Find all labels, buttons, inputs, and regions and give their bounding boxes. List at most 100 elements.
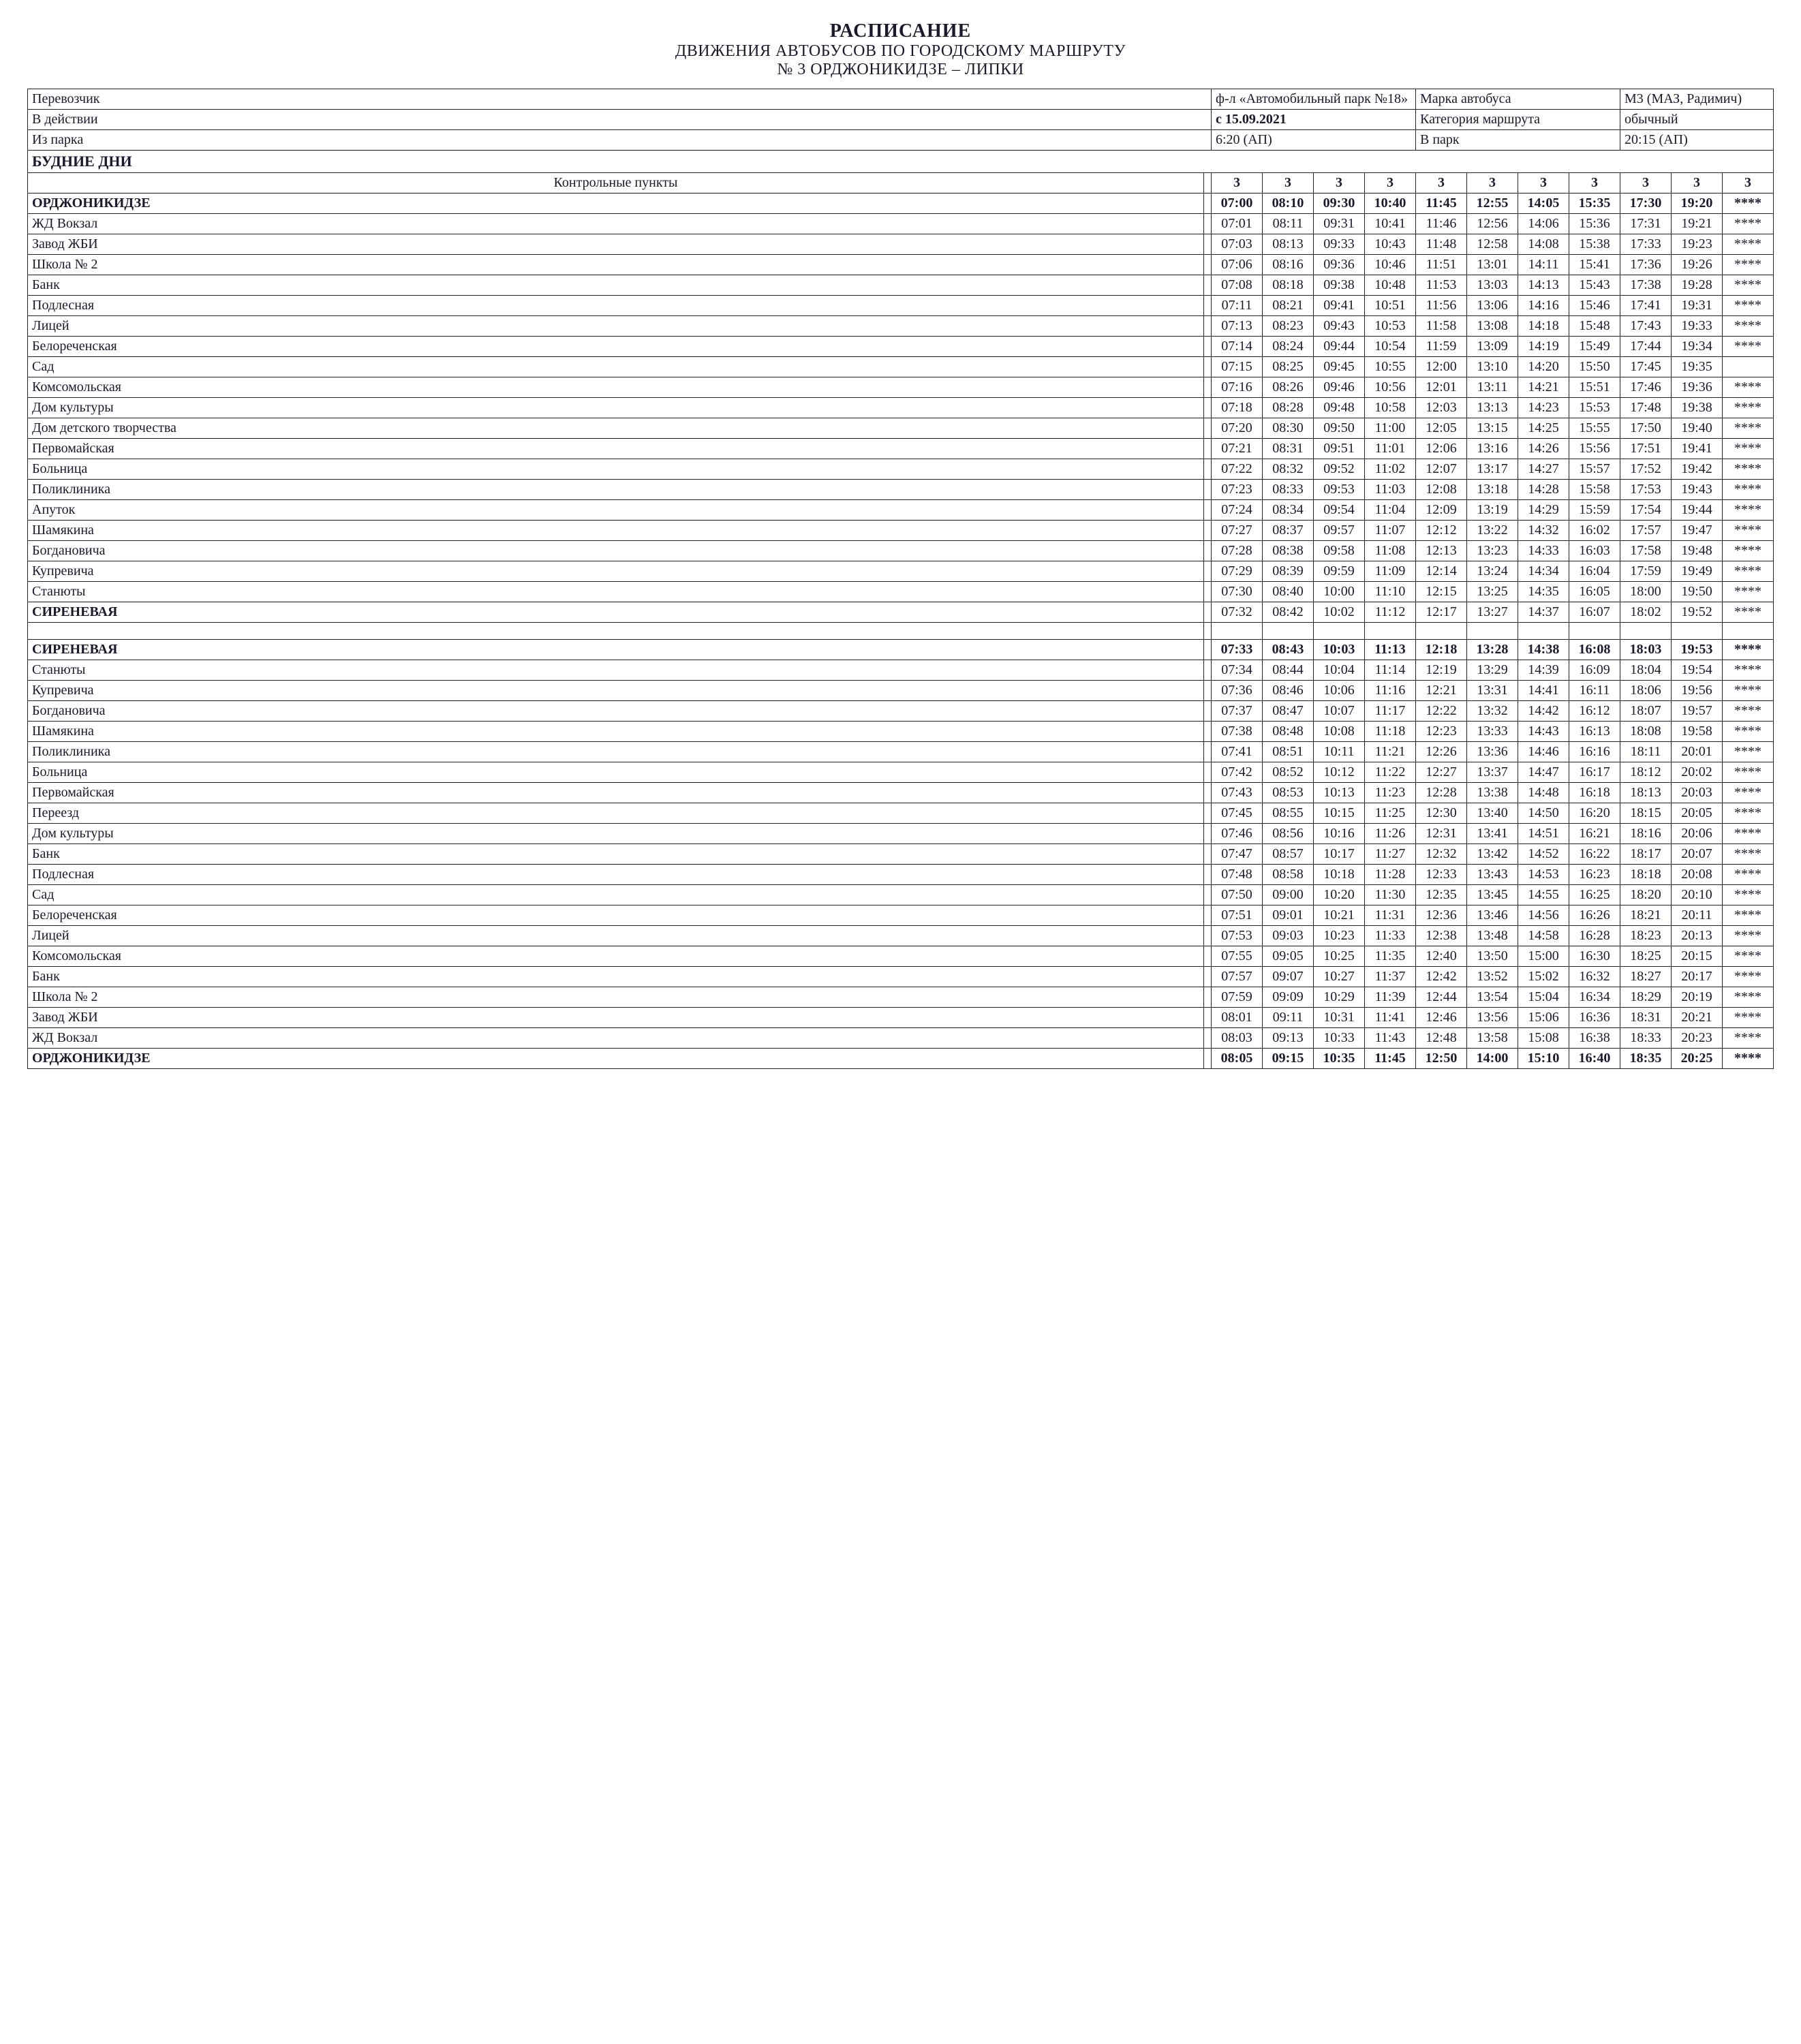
stop-name: Школа № 2 [28, 987, 1204, 1008]
time-cell: 16:25 [1569, 885, 1620, 905]
time-cell: 07:23 [1212, 480, 1263, 500]
schedule-row: Комсомольская07:5509:0510:2511:3512:4013… [28, 946, 1774, 967]
time-cell: 17:31 [1620, 214, 1672, 234]
time-cell: 11:59 [1416, 337, 1467, 357]
spacer [1204, 783, 1212, 803]
time-cell: 14:33 [1518, 541, 1569, 561]
time-cell: 08:53 [1263, 783, 1314, 803]
time-cell: **** [1723, 296, 1774, 316]
time-cell: 14:00 [1467, 1049, 1518, 1069]
time-cell: 14:46 [1518, 742, 1569, 762]
inforce-label: В действии [28, 110, 1212, 130]
time-cell: 08:30 [1263, 418, 1314, 439]
time-cell: 19:50 [1672, 582, 1723, 602]
time-cell: 07:14 [1212, 337, 1263, 357]
time-cell: 17:52 [1620, 459, 1672, 480]
kp-label: Контрольные пункты [28, 173, 1204, 193]
time-cell: 12:38 [1416, 926, 1467, 946]
time-cell: 12:23 [1416, 722, 1467, 742]
spacer [1204, 803, 1212, 824]
schedule-row: Сад07:5009:0010:2011:3012:3513:4514:5516… [28, 885, 1774, 905]
time-cell: 14:08 [1518, 234, 1569, 255]
time-cell: 10:58 [1365, 398, 1416, 418]
time-cell: 08:52 [1263, 762, 1314, 783]
time-cell: 18:07 [1620, 701, 1672, 722]
to-depot-label: В парк [1416, 130, 1620, 151]
time-cell: 17:38 [1620, 275, 1672, 296]
spacer [1204, 377, 1212, 398]
time-cell: 10:15 [1314, 803, 1365, 824]
time-cell: 19:33 [1672, 316, 1723, 337]
time-cell: 14:19 [1518, 337, 1569, 357]
time-cell: 09:50 [1314, 418, 1365, 439]
schedule-row: Станюты07:3008:4010:0011:1012:1513:2514:… [28, 582, 1774, 602]
time-cell: 14:34 [1518, 561, 1569, 582]
spacer [1204, 623, 1212, 640]
schedule-row: Лицей07:5309:0310:2311:3312:3813:4814:58… [28, 926, 1774, 946]
stop-name: Комсомольская [28, 946, 1204, 967]
time-cell: 12:21 [1416, 681, 1467, 701]
time-cell: 14:06 [1518, 214, 1569, 234]
time-cell: 11:12 [1365, 602, 1416, 623]
time-cell: 09:54 [1314, 500, 1365, 521]
spacer [1204, 885, 1212, 905]
time-cell: 13:17 [1467, 459, 1518, 480]
time-cell: 07:43 [1212, 783, 1263, 803]
time-cell: 13:37 [1467, 762, 1518, 783]
schedule-row: ЖД Вокзал08:0309:1310:3311:4312:4813:581… [28, 1028, 1774, 1049]
time-cell: **** [1723, 885, 1774, 905]
time-cell: 08:40 [1263, 582, 1314, 602]
spacer [1204, 561, 1212, 582]
time-cell: 10:13 [1314, 783, 1365, 803]
blank-cell [1569, 623, 1620, 640]
time-cell: 13:16 [1467, 439, 1518, 459]
time-cell: 11:53 [1416, 275, 1467, 296]
time-cell: 13:08 [1467, 316, 1518, 337]
time-cell: 18:08 [1620, 722, 1672, 742]
stop-name: Первомайская [28, 783, 1204, 803]
hdr-row-2: В действии с 15.09.2021 Категория маршру… [28, 110, 1774, 130]
time-cell: **** [1723, 660, 1774, 681]
time-cell: 20:03 [1672, 783, 1723, 803]
stop-name: ЖД Вокзал [28, 1028, 1204, 1049]
time-cell: 10:23 [1314, 926, 1365, 946]
time-cell: 11:08 [1365, 541, 1416, 561]
schedule-row: Лицей07:1308:2309:4310:5311:5813:0814:18… [28, 316, 1774, 337]
time-cell: 20:10 [1672, 885, 1723, 905]
time-cell: 10:03 [1314, 640, 1365, 660]
time-cell: 13:56 [1467, 1008, 1518, 1028]
spacer [1204, 193, 1212, 214]
time-cell: 20:05 [1672, 803, 1723, 824]
to-depot-value: 20:15 (АП) [1620, 130, 1774, 151]
time-cell: 13:36 [1467, 742, 1518, 762]
time-cell: 08:38 [1263, 541, 1314, 561]
spacer [1204, 296, 1212, 316]
time-cell: 18:25 [1620, 946, 1672, 967]
schedule-row: Подлесная07:4808:5810:1811:2812:3313:431… [28, 865, 1774, 885]
time-cell: 11:30 [1365, 885, 1416, 905]
time-cell: 12:32 [1416, 844, 1467, 865]
spacer [1204, 640, 1212, 660]
time-cell: **** [1723, 377, 1774, 398]
time-cell: 12:14 [1416, 561, 1467, 582]
blank-cell [1467, 623, 1518, 640]
time-cell: 13:41 [1467, 824, 1518, 844]
time-cell: **** [1723, 255, 1774, 275]
category-value: обычный [1620, 110, 1774, 130]
time-cell: 09:33 [1314, 234, 1365, 255]
time-cell: 10:08 [1314, 722, 1365, 742]
spacer [1204, 1028, 1212, 1049]
time-cell: **** [1723, 459, 1774, 480]
time-cell: 13:31 [1467, 681, 1518, 701]
time-cell: 07:27 [1212, 521, 1263, 541]
spacer [1204, 521, 1212, 541]
stop-name: Банк [28, 844, 1204, 865]
title-main: РАСПИСАНИЕ [27, 20, 1774, 42]
time-cell: 16:05 [1569, 582, 1620, 602]
time-cell: 07:32 [1212, 602, 1263, 623]
time-cell: 08:05 [1212, 1049, 1263, 1069]
time-cell: 07:11 [1212, 296, 1263, 316]
time-cell: 20:17 [1672, 967, 1723, 987]
schedule-row: Первомайская07:2108:3109:5111:0112:0613:… [28, 439, 1774, 459]
time-cell: 09:53 [1314, 480, 1365, 500]
